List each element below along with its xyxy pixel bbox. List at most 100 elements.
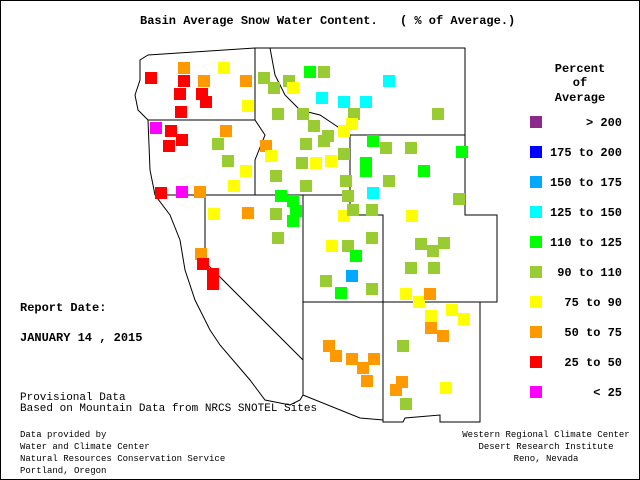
basin-marker bbox=[297, 108, 309, 120]
legend-swatch bbox=[530, 206, 542, 218]
basin-marker bbox=[268, 82, 280, 94]
legend-title: of bbox=[573, 76, 587, 90]
legend-swatch bbox=[530, 356, 542, 368]
credit: Water and Climate Center bbox=[20, 442, 150, 452]
legend: Percent of Average > 200 175 to 200 150 to… bbox=[530, 62, 622, 400]
basin-marker bbox=[304, 66, 316, 78]
basin-marker bbox=[361, 375, 373, 387]
basin-marker bbox=[310, 157, 322, 169]
basin-marker bbox=[265, 150, 277, 162]
basin-marker bbox=[453, 193, 465, 205]
basin-marker bbox=[174, 88, 186, 100]
basin-marker bbox=[195, 248, 207, 260]
basin-marker bbox=[418, 165, 430, 177]
basin-marker bbox=[357, 362, 369, 374]
basin-marker bbox=[260, 140, 272, 152]
basin-marker bbox=[318, 135, 330, 147]
basin-marker bbox=[207, 268, 219, 280]
basin-marker bbox=[296, 157, 308, 169]
basin-marker bbox=[400, 398, 412, 410]
state-line bbox=[254, 48, 266, 195]
basin-marker bbox=[367, 135, 379, 147]
basin-marker bbox=[446, 304, 458, 316]
legend-swatch bbox=[530, 296, 542, 308]
legend-title: Percent bbox=[555, 62, 605, 76]
basin-marker bbox=[270, 170, 282, 182]
basin-marker bbox=[424, 288, 436, 300]
basin-marker bbox=[338, 148, 350, 160]
legend-label: 175 to 200 bbox=[550, 146, 622, 160]
basin-marker bbox=[380, 142, 392, 154]
basin-marker bbox=[318, 66, 330, 78]
basin-marker bbox=[275, 190, 287, 202]
basin-marker bbox=[405, 262, 417, 274]
basin-marker bbox=[432, 108, 444, 120]
basin-marker bbox=[368, 353, 380, 365]
legend-swatch bbox=[530, 326, 542, 338]
title: Basin Average Snow Water Content. bbox=[140, 14, 378, 28]
basin-marker bbox=[207, 278, 219, 290]
basin-marker bbox=[145, 72, 157, 84]
legend-swatch bbox=[530, 236, 542, 248]
basin-marker bbox=[325, 155, 337, 167]
legend-label: 125 to 150 bbox=[550, 206, 622, 220]
legend-swatch bbox=[530, 386, 542, 398]
basin-marker bbox=[300, 138, 312, 150]
legend-label: 110 to 125 bbox=[550, 236, 622, 250]
basin-marker bbox=[287, 82, 299, 94]
basin-marker bbox=[198, 75, 210, 87]
basin-marker bbox=[165, 125, 177, 137]
subtitle: ( % of Average.) bbox=[400, 14, 515, 28]
legend-swatch bbox=[530, 176, 542, 188]
basin-marker bbox=[194, 186, 206, 198]
legend-label: < 25 bbox=[593, 386, 622, 400]
basin-marker bbox=[400, 288, 412, 300]
basin-marker bbox=[326, 240, 338, 252]
basin-marker bbox=[405, 142, 417, 154]
basin-marker bbox=[323, 340, 335, 352]
basin-marker bbox=[155, 187, 167, 199]
basin-marker bbox=[240, 75, 252, 87]
basin-marker bbox=[178, 75, 190, 87]
legend-label: 75 to 90 bbox=[564, 296, 622, 310]
basin-marker bbox=[316, 92, 328, 104]
basin-marker bbox=[242, 207, 254, 219]
basin-marker bbox=[397, 340, 409, 352]
basin-marker bbox=[437, 330, 449, 342]
basin-marker bbox=[222, 155, 234, 167]
region-outline bbox=[134, 47, 498, 423]
basin-marker bbox=[212, 138, 224, 150]
basin-marker bbox=[178, 62, 190, 74]
basin-marker bbox=[360, 96, 372, 108]
provisional: Based on Mountain Data from NRCS SNOTEL … bbox=[20, 403, 317, 415]
basin-marker bbox=[406, 210, 418, 222]
basin-markers bbox=[145, 62, 470, 410]
basin-marker bbox=[287, 215, 299, 227]
basin-marker bbox=[366, 204, 378, 216]
basin-marker bbox=[428, 262, 440, 274]
basin-marker bbox=[287, 195, 299, 207]
report-label: Report Date: bbox=[20, 301, 106, 315]
basin-marker bbox=[347, 204, 359, 216]
basin-marker bbox=[366, 232, 378, 244]
basin-marker bbox=[175, 106, 187, 118]
basin-marker bbox=[163, 140, 175, 152]
basin-marker bbox=[440, 382, 452, 394]
basin-marker bbox=[346, 118, 358, 130]
provisional: Provisional Data bbox=[20, 392, 126, 404]
credit: Portland, Oregon bbox=[20, 466, 106, 476]
legend-swatch bbox=[530, 146, 542, 158]
basin-marker bbox=[425, 310, 437, 322]
basin-marker bbox=[272, 232, 284, 244]
basin-marker bbox=[383, 175, 395, 187]
basin-marker bbox=[272, 108, 284, 120]
basin-marker bbox=[340, 175, 352, 187]
basin-marker bbox=[342, 240, 354, 252]
basin-marker bbox=[258, 72, 270, 84]
credit: Reno, Nevada bbox=[514, 454, 579, 464]
basin-marker bbox=[458, 313, 470, 325]
basin-marker bbox=[438, 237, 450, 249]
basin-marker bbox=[330, 350, 342, 362]
credit: Desert Research Institute bbox=[478, 442, 613, 452]
